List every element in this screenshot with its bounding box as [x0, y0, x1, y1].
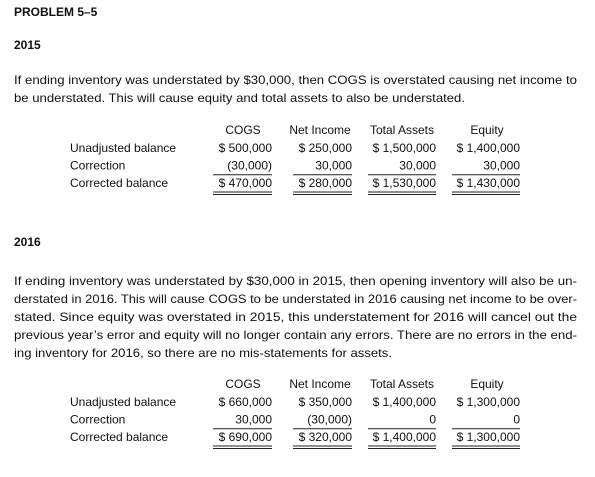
cell: 30,000: [399, 159, 436, 173]
cell: $ 350,000: [299, 395, 353, 409]
cell: $ 1,400,000: [373, 430, 437, 444]
cell: $ 250,000: [299, 141, 353, 155]
paragraph-line: If ending inventory was understated by $…: [14, 274, 577, 288]
cell: 30,000: [483, 159, 520, 173]
section-heading: 2015: [14, 38, 41, 52]
row-label: Corrected balance: [70, 176, 168, 190]
row-label: Correction: [70, 413, 125, 427]
paragraph-line: If ending inventory was understated by $…: [14, 73, 577, 87]
cell: $ 1,430,000: [457, 176, 521, 190]
page-title: PROBLEM 5–5: [14, 5, 98, 19]
cell: $ 690,000: [219, 430, 273, 444]
column-header: Total Assets: [370, 123, 434, 137]
cell: $ 470,000: [219, 176, 273, 190]
paragraph-line: stated. Since equity was overstated in 2…: [14, 310, 577, 324]
column-header: Equity: [470, 377, 503, 391]
column-header: COGS: [225, 123, 260, 137]
section-heading: 2016: [14, 235, 41, 249]
cell: (30,000): [227, 159, 272, 173]
column-header: Total Assets: [370, 377, 434, 391]
row-label: Correction: [70, 159, 125, 173]
paragraph-line: ing inventory for 2016, so there are no …: [14, 346, 392, 360]
cell: $ 1,400,000: [373, 395, 437, 409]
cell: $ 320,000: [299, 430, 353, 444]
cell: 0: [513, 413, 520, 427]
paragraph-line: previous year’s error and equity will no…: [14, 328, 577, 342]
row-label: Unadjusted balance: [70, 395, 176, 409]
row-label: Corrected balance: [70, 430, 168, 444]
cell: $ 1,300,000: [457, 395, 521, 409]
cell: $ 280,000: [299, 176, 353, 190]
column-header: COGS: [225, 377, 260, 391]
column-header: Net Income: [289, 377, 351, 391]
paragraph-line: be understated. This will cause equity a…: [14, 91, 465, 105]
cell: 30,000: [235, 413, 272, 427]
cell: 0: [429, 413, 436, 427]
cell: $ 1,530,000: [373, 176, 437, 190]
column-header: Net Income: [289, 123, 351, 137]
cell: (30,000): [307, 413, 352, 427]
cell: $ 1,500,000: [373, 141, 437, 155]
cell: $ 1,300,000: [457, 430, 521, 444]
row-label: Unadjusted balance: [70, 141, 176, 155]
cell: $ 500,000: [219, 141, 273, 155]
cell: $ 660,000: [219, 395, 273, 409]
column-header: Equity: [470, 123, 503, 137]
cell: $ 1,400,000: [457, 141, 521, 155]
cell: 30,000: [315, 159, 352, 173]
paragraph-line: derstated in 2016. This will cause COGS …: [14, 292, 577, 306]
